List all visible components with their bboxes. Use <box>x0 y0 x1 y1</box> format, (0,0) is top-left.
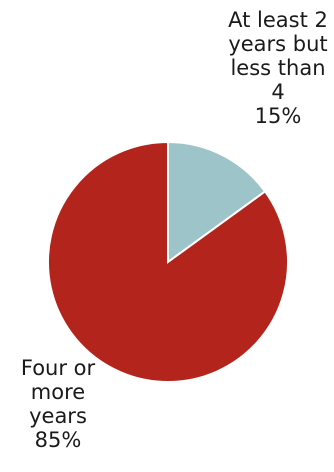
slice-label-percent: 15% <box>254 104 302 128</box>
slice-label-name: Four or more years <box>20 356 96 428</box>
pie-slice-four-plus-years <box>46 140 289 383</box>
slice-label-two-to-four-years: At least 2 years but less than 4 15% <box>228 8 328 128</box>
pie-slice-two-to-four-years <box>167 140 267 264</box>
slice-label-percent: 85% <box>34 428 82 452</box>
slice-label-four-plus-years: Four or more years 85% <box>10 356 106 452</box>
slice-label-name: At least 2 years but less than 4 <box>228 8 328 104</box>
